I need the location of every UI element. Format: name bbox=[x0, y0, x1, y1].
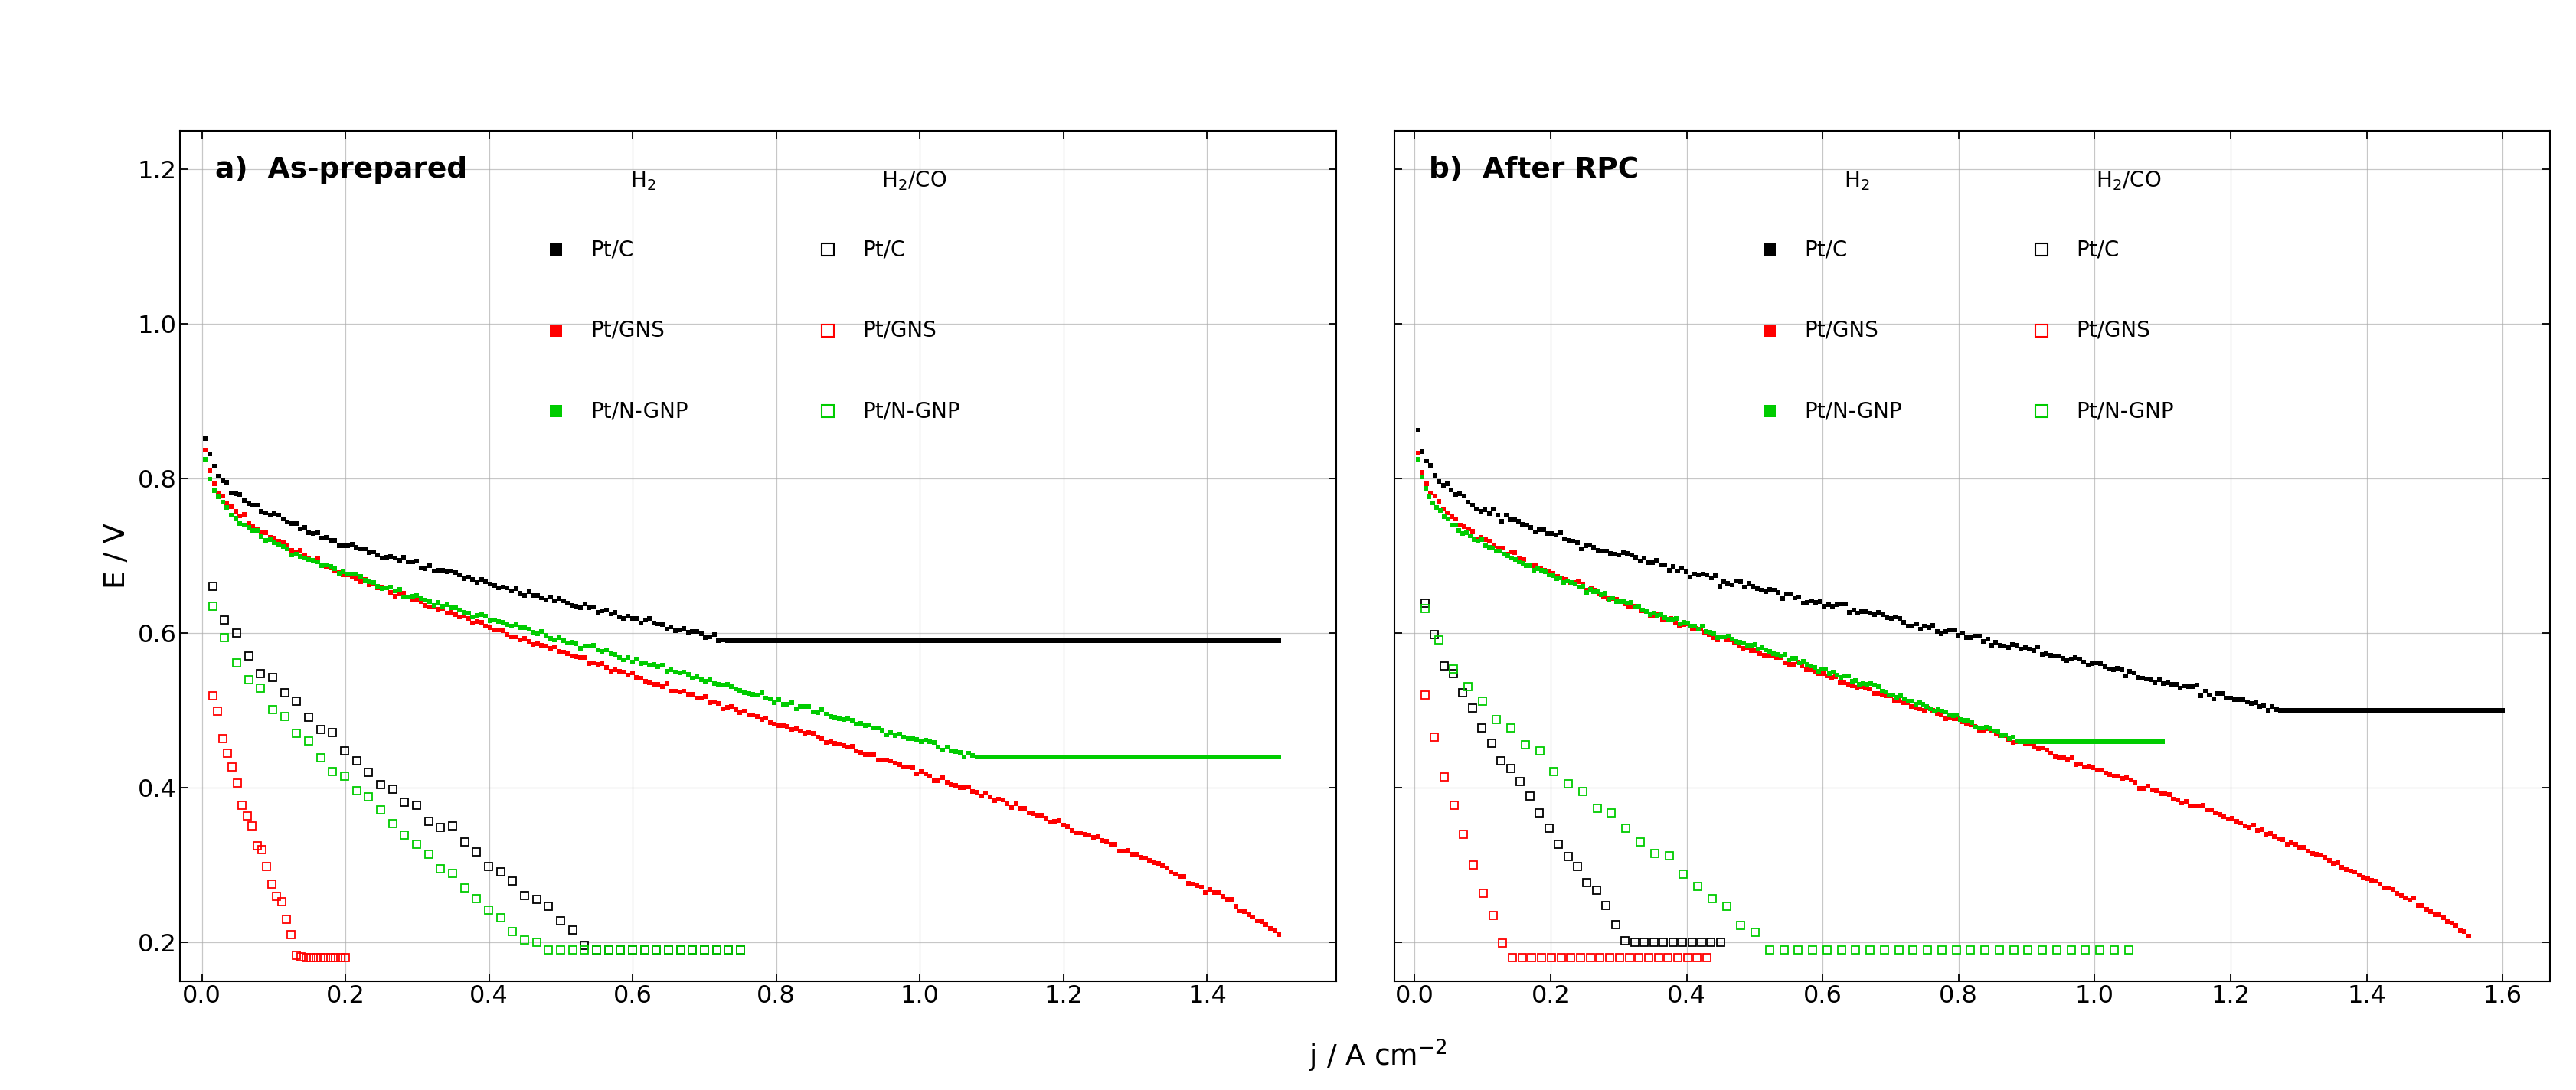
Text: j / A cm$^{-2}$: j / A cm$^{-2}$ bbox=[1309, 1038, 1448, 1074]
Text: Pt/GNS: Pt/GNS bbox=[590, 319, 665, 341]
Text: a)  As-prepared: a) As-prepared bbox=[214, 156, 466, 184]
Text: H$_2$/CO: H$_2$/CO bbox=[2097, 169, 2161, 192]
Text: H$_2$: H$_2$ bbox=[631, 169, 654, 192]
Text: Pt/C: Pt/C bbox=[590, 239, 634, 261]
Text: Pt/N-GNP: Pt/N-GNP bbox=[2076, 401, 2174, 422]
Text: Pt/GNS: Pt/GNS bbox=[863, 319, 938, 341]
Text: Pt/N-GNP: Pt/N-GNP bbox=[863, 401, 961, 422]
Text: Pt/GNS: Pt/GNS bbox=[2076, 319, 2151, 341]
Text: Pt/C: Pt/C bbox=[2076, 239, 2120, 261]
Text: Pt/N-GNP: Pt/N-GNP bbox=[590, 401, 688, 422]
Text: Pt/GNS: Pt/GNS bbox=[1806, 319, 1878, 341]
Text: Pt/N-GNP: Pt/N-GNP bbox=[1806, 401, 1901, 422]
Text: H$_2$/CO: H$_2$/CO bbox=[881, 169, 948, 192]
Text: b)  After RPC: b) After RPC bbox=[1430, 156, 1638, 184]
Y-axis label: E / V: E / V bbox=[103, 523, 131, 589]
Text: Pt/C: Pt/C bbox=[863, 239, 907, 261]
Text: H$_2$: H$_2$ bbox=[1844, 169, 1870, 192]
Text: Pt/C: Pt/C bbox=[1806, 239, 1847, 261]
